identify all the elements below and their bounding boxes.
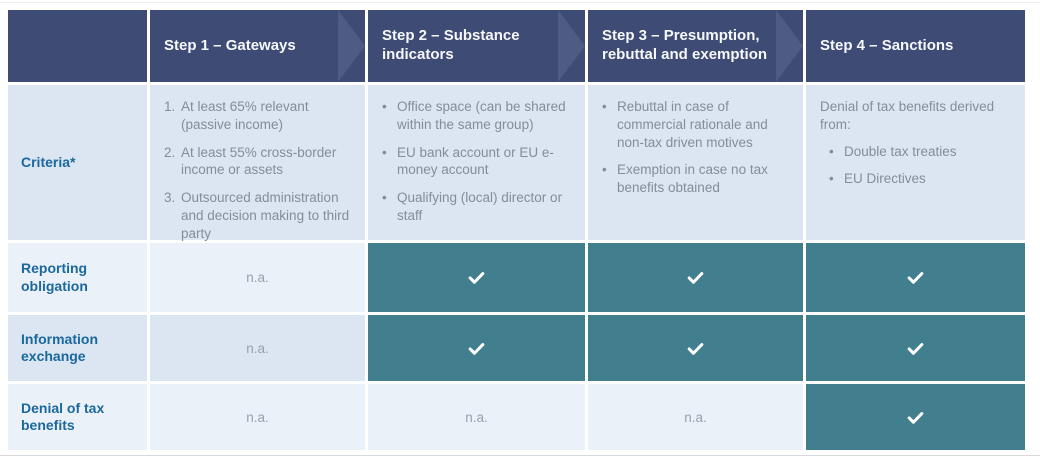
check-icon	[468, 342, 485, 355]
list-item-text: Rebuttal in case of commercial rationale…	[617, 99, 768, 150]
header-step-4-label: Step 4 – Sanctions	[820, 36, 954, 54]
criteria-cell-step-3: • Rebuttal in case of commercial rational…	[588, 85, 803, 240]
na-text: n.a.	[465, 409, 488, 425]
header-step-4: Step 4 – Sanctions	[806, 10, 1025, 82]
bullet-icon: •	[382, 190, 387, 206]
list-item: • Office space (can be shared within the …	[382, 98, 577, 134]
bullet-icon: •	[602, 99, 607, 114]
na-cell: n.a.	[150, 384, 365, 450]
na-text: n.a.	[246, 340, 269, 356]
na-text: n.a.	[246, 409, 269, 425]
row-label-text: Denial of tax benefits	[21, 399, 105, 434]
list-item: • Double tax treaties	[820, 143, 1017, 161]
number-marker: 1.	[164, 99, 176, 114]
header-step-2-label: Step 2 – Substance indicators	[382, 27, 520, 63]
row-label-3: Denial of tax benefits	[8, 384, 147, 450]
check-cell	[588, 243, 803, 312]
bullet-icon: •	[829, 171, 834, 187]
header-corner-cell	[8, 10, 147, 82]
na-text: n.a.	[684, 409, 707, 425]
header-step-1: Step 1 – Gateways	[150, 10, 365, 82]
check-icon	[907, 411, 924, 424]
bullet-icon: •	[829, 143, 834, 159]
check-cell	[588, 315, 803, 381]
bullet-icon: •	[382, 99, 387, 114]
row-label-text: Reporting obligation	[21, 260, 88, 294]
check-cell	[368, 243, 585, 312]
na-cell: n.a.	[368, 384, 585, 450]
check-icon	[468, 272, 485, 284]
page-top-edge	[0, 2, 1040, 3]
check-cell	[368, 315, 585, 381]
header-step-2: Step 2 – Substance indicators	[368, 10, 585, 82]
row-label-2: Information exchange	[8, 315, 147, 381]
check-cell	[806, 384, 1025, 450]
list-item: • Qualifying (local) director or staff	[382, 189, 577, 225]
step-table: Step 1 – Gateways Step 2 – Substance indi…	[8, 10, 1025, 450]
criteria-cell-step-2: • Office space (can be shared within the …	[368, 85, 585, 240]
na-cell: n.a.	[150, 243, 365, 312]
na-text: n.a.	[246, 270, 269, 285]
header-step-3: Step 3 – Presumption, rebuttal and exemp…	[588, 10, 803, 82]
check-icon	[687, 342, 704, 355]
check-cell	[806, 315, 1025, 381]
list-item-text: Double tax treaties	[844, 143, 957, 159]
row-label-1: Reporting obligation	[8, 243, 147, 312]
check-cell	[806, 243, 1025, 312]
check-icon	[907, 342, 924, 355]
list-item: • Exemption in case no tax benefits obtai…	[602, 161, 795, 197]
criteria-intro: Denial of tax benefits derived from:	[820, 99, 995, 132]
row-label-text: Criteria*	[21, 153, 76, 170]
bullet-icon: •	[602, 162, 607, 178]
list-item: 3. Outsourced administration and decision…	[164, 189, 357, 242]
header-step-3-label: Step 3 – Presumption, rebuttal and exemp…	[602, 27, 768, 63]
number-marker: 2.	[164, 144, 176, 160]
criteria-cell-step-1: 1. At least 65% relevant (passive income)…	[150, 85, 365, 242]
header-step-1-label: Step 1 – Gateways	[164, 36, 296, 54]
na-cell: n.a.	[588, 384, 803, 450]
list-item-text: EU bank account or EU e-money account	[397, 144, 554, 178]
list-item-text: At least 65% relevant (passive income)	[181, 99, 309, 132]
list-item-text: Qualifying (local) director or staff	[397, 190, 563, 224]
list-item-text: Office space (can be shared within the s…	[397, 99, 566, 132]
list-item-text: EU Directives	[844, 171, 926, 187]
bullet-icon: •	[382, 144, 387, 160]
row-label-text: Information exchange	[21, 330, 98, 365]
row-label-0: Criteria*	[8, 85, 147, 240]
check-icon	[907, 272, 924, 284]
check-icon	[687, 272, 704, 284]
criteria-cell-step-4: Denial of tax benefits derived from: • Dou…	[806, 85, 1025, 240]
number-marker: 3.	[164, 190, 176, 206]
list-item: • EU Directives	[820, 170, 1017, 188]
na-cell: n.a.	[150, 315, 365, 381]
list-item-text: At least 55% cross-border income or asse…	[181, 144, 337, 178]
list-item-text: Exemption in case no tax benefits obtain…	[617, 162, 768, 196]
list-item: • Rebuttal in case of commercial rational…	[602, 98, 795, 151]
list-item-text: Outsourced administration and decision m…	[181, 190, 350, 241]
list-item: • EU bank account or EU e-money account	[382, 144, 577, 180]
list-item: 2. At least 55% cross-border income or as…	[164, 144, 357, 180]
list-item: 1. At least 65% relevant (passive income)	[164, 98, 357, 134]
page-bottom-edge	[0, 455, 1040, 456]
